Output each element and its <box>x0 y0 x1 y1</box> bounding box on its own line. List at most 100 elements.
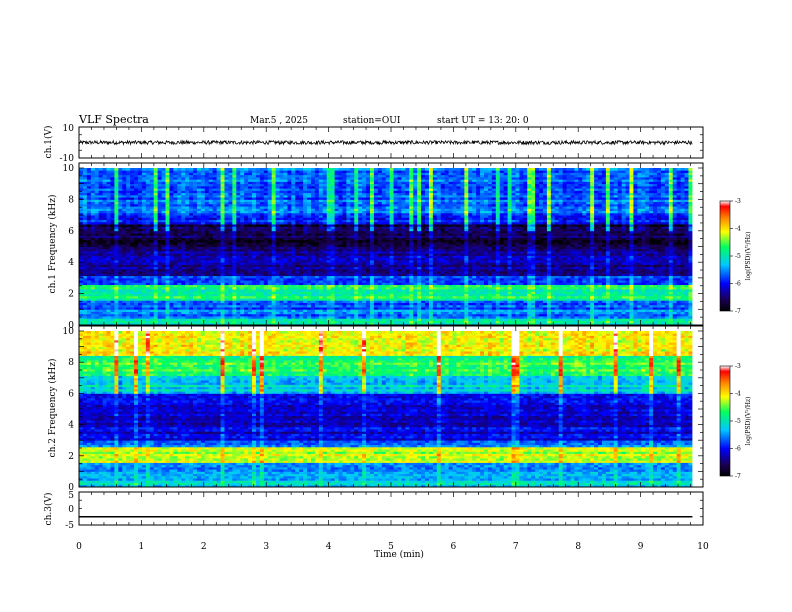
ch1-spec-cell <box>362 318 367 321</box>
ch1-spec-cell <box>633 316 638 319</box>
ch1-spec-cell <box>527 266 532 270</box>
ch1-spec-cell <box>208 291 214 294</box>
ch1-spec-cell <box>503 309 508 312</box>
ch1-spec-cell <box>440 271 446 274</box>
ch1-spec-cell <box>660 304 666 308</box>
ch1-spec-cell <box>350 309 355 312</box>
ch1-spec-cell <box>436 266 442 270</box>
ch1-spec-cell <box>405 318 410 321</box>
ch1-spec-cell <box>338 291 343 294</box>
ch1-spec-cell <box>495 259 501 263</box>
ch1-spec-cell <box>252 282 257 286</box>
ch1-spec-cell <box>499 259 505 263</box>
ch1-spec-cell <box>134 298 139 301</box>
ch1-spec-cell <box>322 316 328 319</box>
ch1-spec-cell <box>149 320 155 324</box>
ch1-spec-cell <box>511 284 516 288</box>
ch1-spec-cell <box>346 295 351 299</box>
ch1-spec-cell <box>350 286 355 290</box>
ch1-spec-cell <box>460 316 465 319</box>
ch1-spec-cell <box>574 293 579 297</box>
ch1-spec-cell <box>381 286 387 290</box>
ch1-spec-cell <box>456 304 461 308</box>
ch1-spec-cell <box>232 280 237 283</box>
ch1-spec-cell <box>181 307 186 310</box>
ch1-spec-cell <box>582 309 587 312</box>
ch1-spec-cell <box>460 259 465 263</box>
ch1-spec-cell <box>244 268 249 272</box>
ch1-spec-cell <box>542 266 548 270</box>
ch1-spec-cell <box>657 286 662 290</box>
ch1-spec-cell <box>649 293 654 297</box>
ch1-spec-cell <box>503 318 508 321</box>
ch1-spec-cell <box>452 275 457 279</box>
ch1-spec-cell <box>397 293 402 297</box>
ch1-spec-cell <box>259 311 265 315</box>
ch1-spec-cell <box>598 313 603 317</box>
ch1-spec-cell <box>381 300 387 303</box>
ch1-spec-cell <box>625 322 630 325</box>
ch1-spec-cell <box>244 300 249 303</box>
ch1-spec-cell <box>566 289 571 292</box>
ch1-spec-cell <box>578 273 583 277</box>
ch1-spec-cell <box>200 271 206 274</box>
ch1-spec-cell <box>428 316 434 319</box>
ch1-spec-cell <box>369 304 375 308</box>
ch1-spec-cell <box>452 298 457 301</box>
ch1-spec-cell <box>653 322 658 325</box>
ch1-spec-cell <box>177 293 182 297</box>
ch1-spec-cell <box>539 298 544 301</box>
ch1-spec-cell <box>165 302 170 306</box>
ch1-spec-cell <box>503 311 508 315</box>
ch1-spec-cell <box>511 307 516 310</box>
ch1-spec-cell <box>503 300 508 303</box>
ch1-spec-cell <box>617 271 623 274</box>
ch1-spec-cell <box>208 313 214 317</box>
ch1-spec-cell <box>641 284 646 288</box>
ch1-spec-cell <box>377 266 383 270</box>
ch1-spec-cell <box>519 273 524 277</box>
ch1-spec-cell <box>649 295 654 299</box>
ch1-spec-cell <box>283 271 288 274</box>
ch1-spec-cell <box>173 286 178 290</box>
ch1-spec-cell <box>373 282 379 286</box>
ch1-spec-cell <box>342 286 347 290</box>
ch1-spec-cell <box>212 311 218 315</box>
ch1-spec-cell <box>672 322 678 325</box>
ch1-spec-cell <box>480 320 485 324</box>
ch1-spec-cell <box>448 277 453 281</box>
ch1-spec-cell <box>605 286 611 290</box>
ch1-spec-cell <box>546 316 552 319</box>
ch1-spec-cell <box>507 309 512 312</box>
ch1-spec-cell <box>546 271 552 274</box>
ch1-spec-cell <box>342 307 347 310</box>
ch1-spec-cell <box>177 295 182 299</box>
ch1-spec-cell <box>134 266 139 270</box>
ch1-spec-cell <box>283 289 288 292</box>
ch1-spec-cell <box>287 266 292 270</box>
ch1-spec-cell <box>263 298 269 301</box>
ch1-spec-cell <box>613 289 619 292</box>
ch1-spec-cell <box>185 284 190 288</box>
ch1-spec-cell <box>220 300 225 303</box>
ch1-spec-cell <box>542 302 548 306</box>
ch1-spec-cell <box>204 311 210 315</box>
ch1-spec-cell <box>240 300 245 303</box>
ch1-spec-cell <box>362 313 367 317</box>
ch1-spec-cell <box>134 304 139 308</box>
ch1-spec-cell <box>122 289 127 292</box>
ch1-spec-cell <box>598 286 603 290</box>
ch1-spec-cell <box>141 298 147 301</box>
ch1-spec-cell <box>401 320 406 324</box>
ch1-spec-cell <box>535 273 540 277</box>
ch1-spec-cell <box>601 311 607 315</box>
ch1-spec-cell <box>507 307 512 310</box>
ch1-spec-cell <box>149 268 155 272</box>
ch1-spec-cell <box>491 313 497 317</box>
ch1-spec-cell <box>287 322 292 325</box>
ch1-spec-cell <box>515 316 520 319</box>
ch1-spec-cell <box>582 302 587 306</box>
ch1-spec-cell <box>334 302 339 306</box>
ch1-spec-cell <box>366 309 371 312</box>
ch1-spec-cell <box>653 291 658 294</box>
